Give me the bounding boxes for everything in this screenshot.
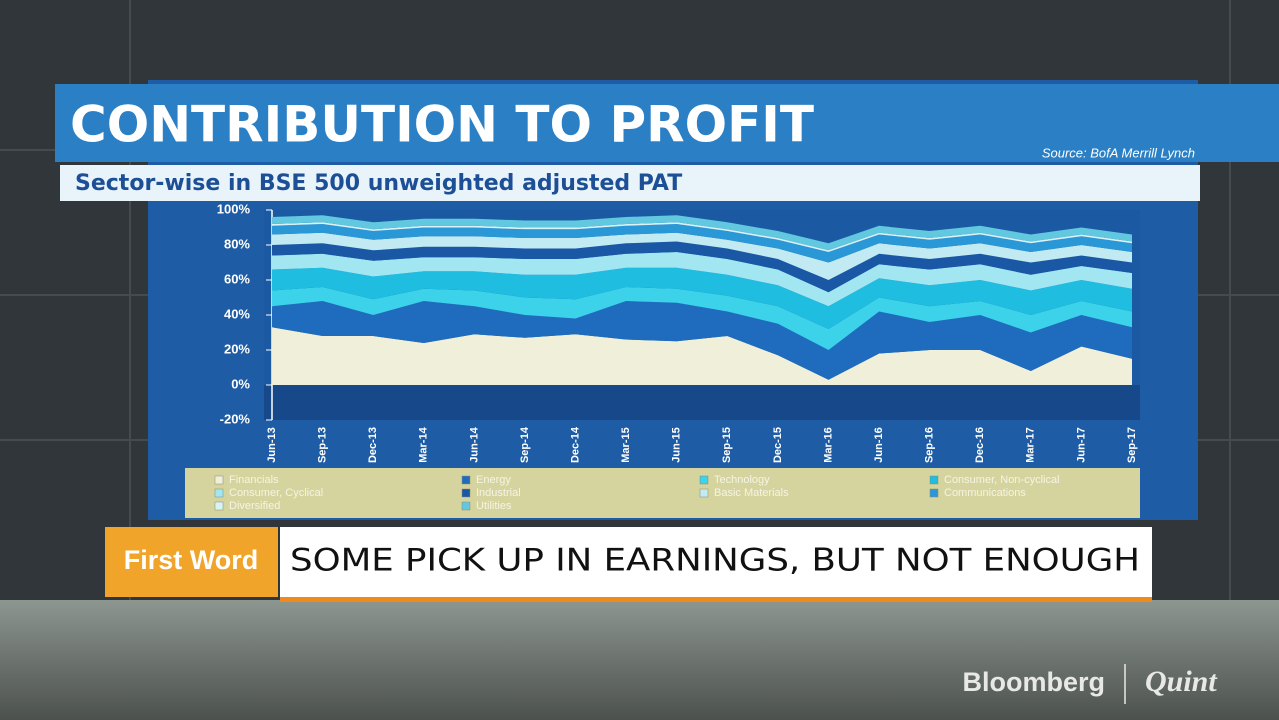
logo-brand: Bloomberg	[962, 667, 1105, 697]
x-tick-label: Jun-14	[468, 426, 480, 462]
legend-label: Communications	[944, 487, 1026, 499]
legend-swatch	[699, 488, 709, 498]
y-tick-label: 60%	[224, 271, 250, 286]
legend-swatch	[461, 501, 471, 511]
area-series	[272, 215, 1132, 251]
area-series	[272, 252, 1132, 307]
y-tick-label: 100%	[217, 201, 251, 216]
plot: 100% 80% 60% 40% 20% 0% -20% Jun-13 Sep-13 Dec-13…	[214, 201, 1140, 512]
y-tick-label: 0%	[231, 376, 250, 391]
headline-box	[280, 527, 1152, 597]
tag: First Word	[124, 545, 259, 575]
legend-swatch	[214, 488, 224, 498]
legend-swatch	[214, 501, 224, 511]
x-tick-label: Jun-13	[266, 427, 278, 462]
logo-partner: Quint	[1145, 665, 1218, 698]
legend-swatch	[461, 475, 471, 485]
area-series	[272, 301, 1132, 380]
x-tick-label: Sep-15	[721, 427, 733, 463]
x-tick-label: Jun-15	[671, 427, 683, 462]
area-series	[272, 267, 1132, 329]
x-tick-label: Mar-14	[418, 426, 430, 462]
x-tick-label: Sep-13	[316, 427, 328, 463]
x-tick-label: Sep-16	[924, 427, 936, 463]
source: Source: BofA Merrill Lynch	[1042, 145, 1195, 160]
x-tick-label: Jun-16	[873, 427, 885, 462]
legend-swatch	[214, 475, 224, 485]
tag-box	[105, 527, 278, 597]
subtitle-bar	[60, 165, 1200, 201]
chart-subtitle: Sector-wise in BSE 500 unweighted adjust…	[75, 171, 682, 196]
chart-title: CONTRIBUTION TO PROFIT	[70, 96, 814, 154]
legend-label: Diversified	[229, 500, 280, 512]
area-series	[272, 327, 1132, 385]
x-tick-label: Dec-14	[569, 426, 581, 463]
legend-label: Financials	[229, 474, 279, 486]
legend-box	[185, 468, 1140, 518]
x-tick-label: Dec-13	[367, 427, 379, 463]
y-tick-label: 80%	[224, 236, 250, 251]
area-series	[272, 241, 1132, 293]
legend-swatch	[929, 488, 939, 498]
studio-floor	[0, 600, 1279, 720]
legend-label: Utilities	[476, 500, 512, 512]
x-tick-label: Dec-16	[974, 427, 986, 463]
area-series	[272, 232, 1132, 280]
legend-swatch	[461, 488, 471, 498]
legend-swatch	[929, 475, 939, 485]
x-tick-label: Dec-15	[772, 427, 784, 463]
title-banner	[55, 84, 1279, 162]
area-series	[272, 287, 1132, 350]
x-tick-label: Jun-17	[1075, 427, 1087, 462]
x-tick-label: Mar-15	[620, 427, 632, 462]
x-tick-label: Sep-17	[1126, 427, 1138, 463]
legend-label: Consumer, Non-cyclical	[944, 474, 1060, 486]
area-series	[272, 224, 1132, 263]
legend-swatch	[699, 475, 709, 485]
plot-area-negative	[264, 385, 1140, 420]
headline: SOME PICK UP IN EARNINGS, BUT NOT ENOUGH	[290, 543, 1140, 579]
headline-underline	[280, 597, 1152, 602]
legend-label: Basic Materials	[714, 487, 789, 499]
y-tick-label: 20%	[224, 341, 250, 356]
x-tick-label: Sep-14	[519, 426, 531, 463]
legend-label: Industrial	[476, 487, 521, 499]
y-tick-label: -20%	[220, 411, 251, 426]
x-tick-label: Mar-16	[822, 427, 834, 462]
legend-label: Technology	[714, 474, 770, 486]
legend-label: Consumer, Cyclical	[229, 487, 323, 499]
x-tick-label: Mar-17	[1025, 427, 1037, 462]
y-tick-label: 40%	[224, 306, 250, 321]
legend-label: Energy	[476, 474, 511, 486]
